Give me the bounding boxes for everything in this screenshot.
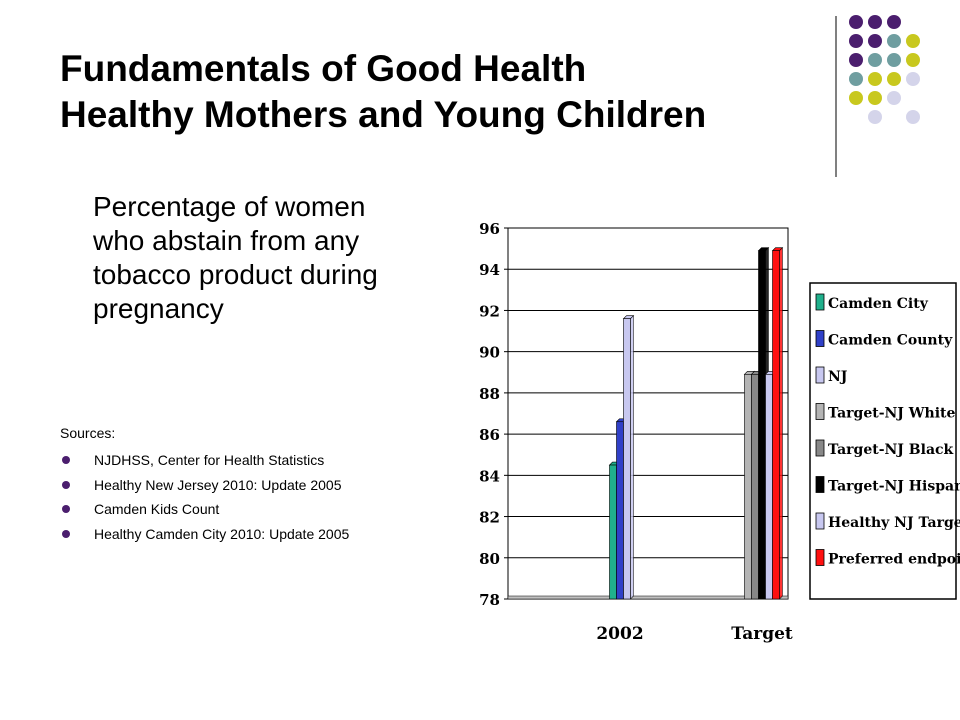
y-tick-label: 94: [479, 261, 500, 279]
x-tick-label: Target: [731, 624, 793, 644]
legend-swatch: [815, 403, 825, 420]
y-tick-label: 84: [479, 467, 500, 485]
legend-label: Healthy NJ Target: [828, 515, 960, 531]
bar-chart: 78 80 82 84 86 88 90 92 94 96 2002 Target Camden Cit…: [479, 220, 960, 644]
bar-face: [758, 250, 766, 600]
legend-swatch: [815, 512, 825, 530]
legend-label: Camden County: [828, 333, 953, 349]
decoration-dot: [849, 91, 863, 105]
bar-side: [630, 314, 634, 600]
legend-swatch: [815, 330, 825, 347]
decoration-dot: [849, 53, 863, 67]
legend-swatch: [815, 476, 825, 493]
bar-face: [609, 464, 617, 600]
bar-face: [623, 318, 631, 600]
decoration-dot: [849, 15, 863, 29]
bullet-icon: [62, 529, 70, 538]
bar-preferred-endpoint-target: [771, 246, 784, 600]
bar-nj-2002: [622, 314, 635, 600]
slide-title-line-2: Healthy Mothers and Young Children: [60, 94, 707, 135]
y-tick-label: 88: [479, 385, 500, 403]
legend-label: Preferred endpoint: [828, 552, 960, 568]
decoration-dot: [887, 91, 901, 105]
y-tick-label: 80: [479, 550, 500, 568]
source-text: Healthy Camden City 2010: Update 2005: [94, 525, 350, 542]
chart-floor: [507, 595, 789, 600]
decoration-dot: [868, 110, 882, 124]
y-tick-label: 92: [479, 302, 500, 320]
chart-description: Percentage of women who abstain from any…: [93, 191, 378, 324]
sources-label: Sources:: [60, 425, 116, 441]
x-tick-label: 2002: [596, 624, 643, 644]
legend-box: [809, 282, 957, 600]
y-tick-label: 78: [479, 591, 500, 609]
decoration-dot: [887, 72, 901, 86]
decoration-dot: [906, 53, 920, 67]
decoration-dot: [868, 53, 882, 67]
decoration-dot: [849, 34, 863, 48]
legend-label: Camden City: [828, 296, 929, 312]
bullet-icon: [62, 456, 70, 464]
decoration-dot: [906, 72, 920, 86]
decoration-dot: [887, 53, 901, 67]
bullet-icon: [62, 505, 70, 513]
legend-swatch: [815, 293, 825, 311]
source-text: Healthy New Jersey 2010: Update 2005: [94, 476, 342, 493]
bar-face: [616, 421, 624, 600]
decoration-dot: [868, 72, 882, 86]
source-item: Healthy Camden City 2010: Update 2005: [60, 522, 349, 547]
slide-title-line-1: Fundamentals of Good Health: [60, 48, 587, 89]
legend-label: NJ: [828, 369, 848, 385]
bar-side: [779, 246, 783, 600]
legend-swatch: [815, 439, 825, 457]
legend-swatch: [815, 366, 825, 384]
bar-face: [772, 250, 780, 600]
bar-face: [744, 374, 752, 600]
bullet-icon: [62, 480, 70, 489]
source-item: Healthy New Jersey 2010: Update 2005: [60, 473, 349, 498]
legend-label: Target-NJ Hispanic: [828, 479, 960, 495]
source-item: NJDHSS, Center for Health Statistics: [60, 448, 349, 473]
bar-face: [765, 374, 773, 600]
decoration-dot: [887, 34, 901, 48]
source-text: NJDHSS, Center for Health Statistics: [94, 452, 325, 468]
decoration-dot: [868, 15, 882, 29]
decoration-dot: [868, 91, 882, 105]
legend-label: Target-NJ Black: [828, 442, 954, 458]
dot-grid-decoration: [835, 15, 920, 177]
decoration-dot: [906, 110, 920, 124]
source-item: Camden Kids Count: [60, 497, 349, 522]
decoration-dot: [887, 15, 901, 29]
sources-list: NJDHSS, Center for Health Statistics Hea…: [60, 448, 349, 546]
legend-label: Target-NJ White: [828, 406, 955, 422]
decoration-dot: [868, 34, 882, 48]
source-text: Camden Kids Count: [94, 501, 220, 517]
bar-face: [751, 374, 759, 600]
y-tick-label: 82: [479, 509, 500, 527]
y-tick-label: 86: [479, 426, 500, 444]
slide-title: Fundamentals of Good Health Healthy Moth…: [60, 46, 830, 138]
y-tick-label: 90: [479, 344, 500, 362]
y-tick-label: 96: [479, 220, 500, 238]
decoration-dot: [849, 72, 863, 86]
legend-swatch: [815, 549, 825, 566]
decoration-dot: [906, 34, 920, 48]
